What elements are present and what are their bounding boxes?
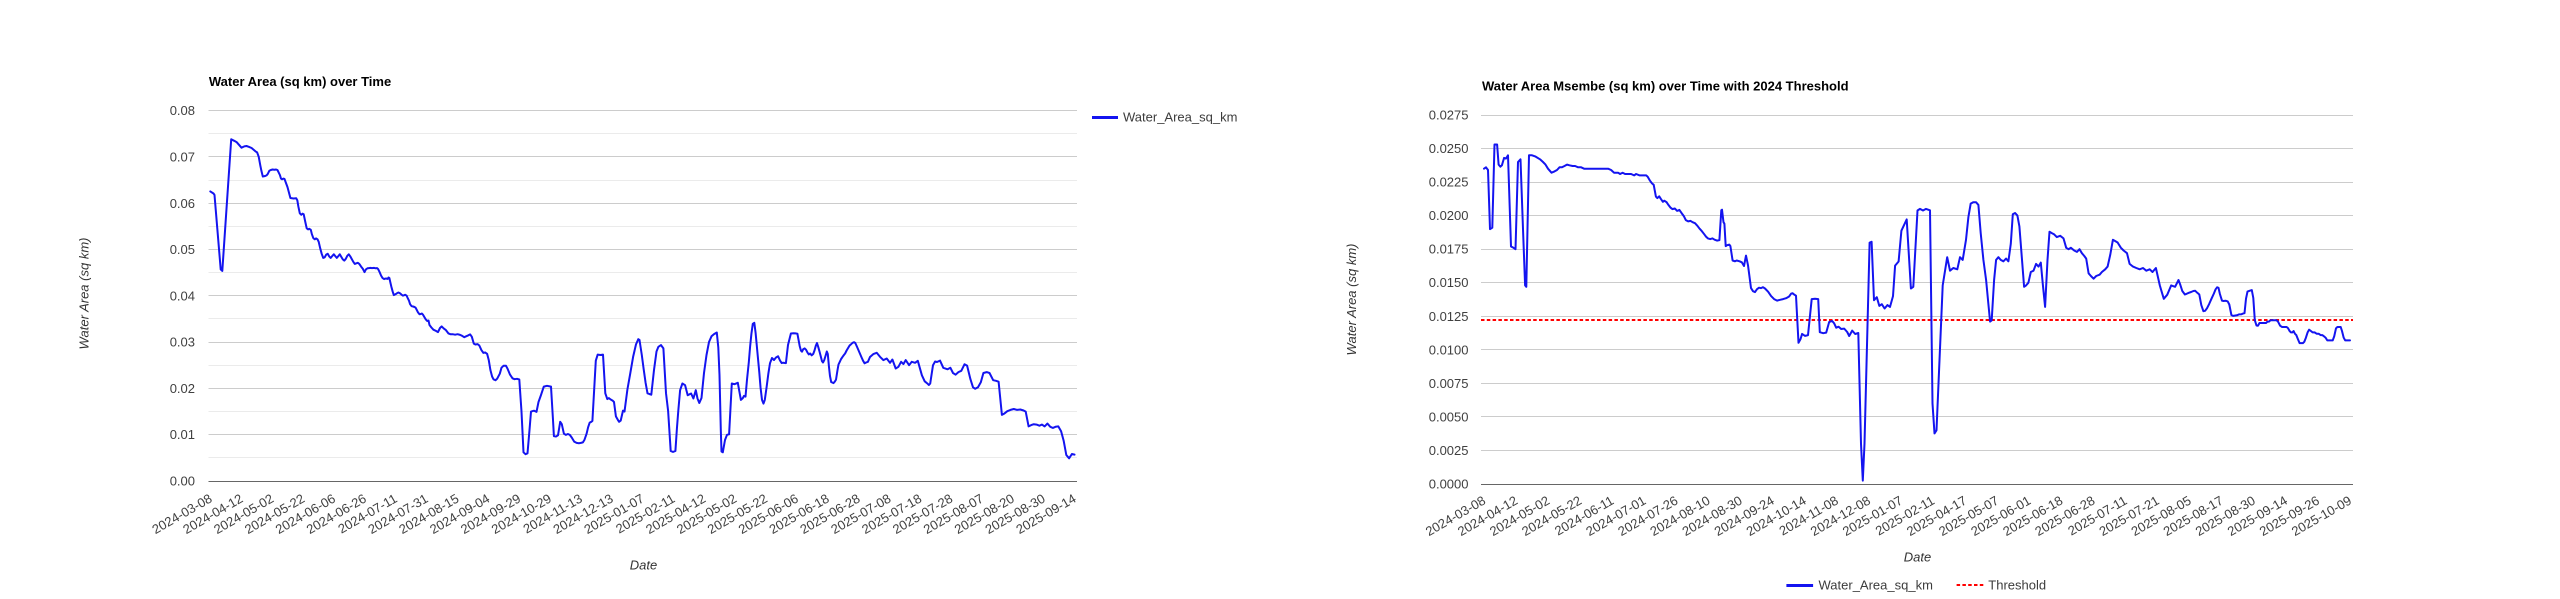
svg-text:0.0075: 0.0075 [1429,376,1469,391]
svg-text:Water Area Msembe (sq km) over: Water Area Msembe (sq km) over Time with… [1482,79,1849,94]
svg-text:0.0225: 0.0225 [1429,175,1469,190]
svg-text:0.0025: 0.0025 [1429,443,1469,458]
svg-text:Water_Area_sq_km: Water_Area_sq_km [1123,110,1237,125]
svg-text:Water_Area_sq_km: Water_Area_sq_km [1819,578,1933,593]
svg-text:0.0050: 0.0050 [1429,409,1469,424]
svg-text:0.05: 0.05 [170,242,195,257]
svg-text:Water Area (sq km): Water Area (sq km) [1344,244,1359,356]
svg-text:0.00: 0.00 [170,474,195,489]
svg-text:0.0125: 0.0125 [1429,309,1469,324]
svg-text:Water Area (sq km) over Time: Water Area (sq km) over Time [209,74,391,89]
svg-text:0.03: 0.03 [170,335,195,350]
svg-text:0.06: 0.06 [170,196,195,211]
svg-text:0.0275: 0.0275 [1429,108,1469,123]
svg-text:0.0250: 0.0250 [1429,141,1469,156]
svg-text:0.01: 0.01 [170,427,195,442]
svg-text:0.0150: 0.0150 [1429,275,1469,290]
svg-text:0.02: 0.02 [170,381,195,396]
svg-text:0.0200: 0.0200 [1429,208,1469,223]
svg-text:0.04: 0.04 [170,288,195,303]
svg-text:0.0100: 0.0100 [1429,342,1469,357]
svg-text:Water Area (sq km): Water Area (sq km) [77,238,92,350]
svg-text:0.07: 0.07 [170,150,195,165]
svg-text:Date: Date [630,557,657,572]
svg-text:Date: Date [1904,549,1931,564]
svg-text:0.0175: 0.0175 [1429,242,1469,257]
svg-text:Threshold: Threshold [1988,578,2046,593]
svg-text:0.0000: 0.0000 [1429,477,1469,492]
svg-text:0.08: 0.08 [170,103,195,118]
